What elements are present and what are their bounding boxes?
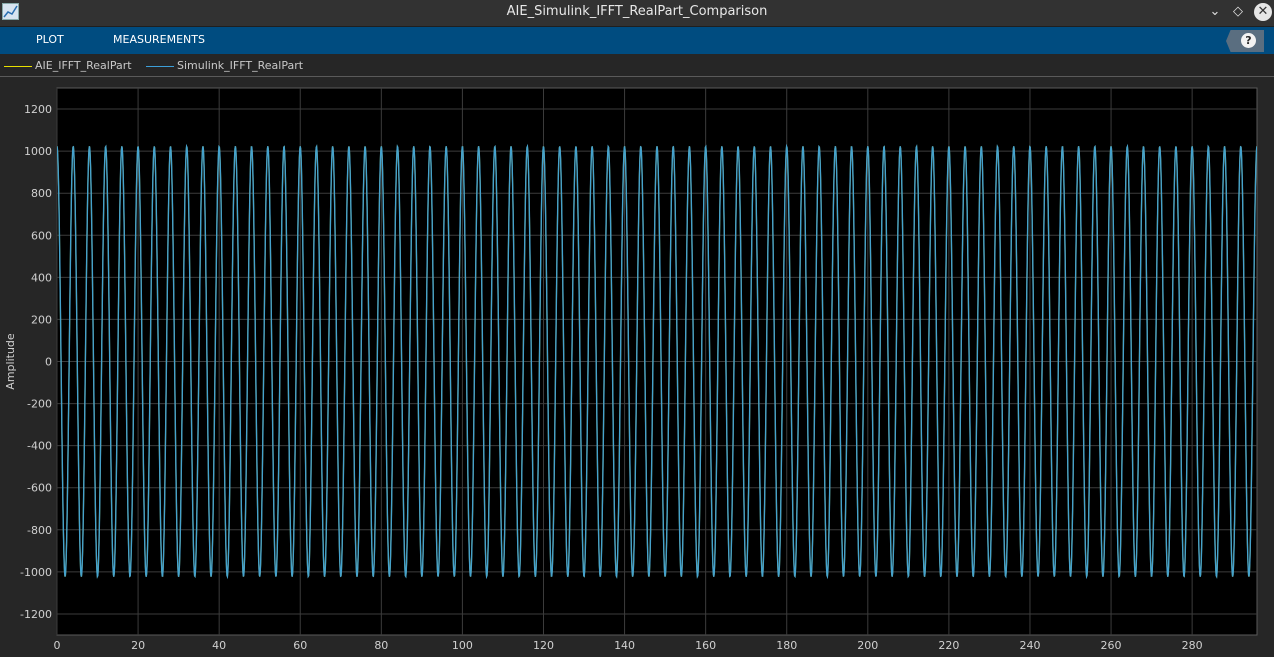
y-tick-label: -800 (27, 524, 52, 537)
x-tick-label: 280 (1182, 639, 1203, 652)
x-tick-label: 100 (452, 639, 473, 652)
close-icon[interactable]: ✕ (1254, 3, 1272, 21)
legend-label-aie: AIE_IFFT_RealPart (35, 59, 132, 72)
legend-item-simulink[interactable]: Simulink_IFFT_RealPart (146, 59, 303, 72)
y-tick-label: 600 (31, 229, 52, 242)
y-tick-label: -1200 (20, 608, 52, 621)
tab-measurements[interactable]: MEASUREMENTS (113, 33, 205, 46)
series-line-simulink (57, 143, 1257, 580)
x-tick-label: 140 (614, 639, 635, 652)
y-tick-label: -200 (27, 398, 52, 411)
legend-label-simulink: Simulink_IFFT_RealPart (177, 59, 304, 72)
legend-item-aie[interactable]: AIE_IFFT_RealPart (4, 59, 132, 72)
y-axis-label: Amplitude (4, 333, 17, 390)
x-tick-label: 120 (533, 639, 554, 652)
legend-swatch-simulink (146, 65, 174, 67)
x-tick-label: 80 (374, 639, 388, 652)
x-tick-label: 60 (293, 639, 307, 652)
toolstrip: PLOT MEASUREMENTS ? (0, 27, 1274, 54)
help-icon: ? (1241, 33, 1256, 48)
y-tick-label: -400 (27, 440, 52, 453)
y-tick-label: -1000 (20, 566, 52, 579)
title-bar: AIE_Simulink_IFFT_RealPart_Comparison ⌄ … (0, 0, 1274, 27)
y-tick-label: 400 (31, 271, 52, 284)
x-tick-label: 200 (857, 639, 878, 652)
line-chart: -1200-1000-800-600-400-20002004006008001… (4, 87, 1258, 652)
window-title: AIE_Simulink_IFFT_RealPart_Comparison (506, 4, 768, 19)
help-button[interactable]: ? (1226, 30, 1264, 52)
x-tick-label: 0 (54, 639, 61, 652)
x-tick-label: 160 (695, 639, 716, 652)
x-tick-label: 220 (938, 639, 959, 652)
scope-icon (2, 3, 19, 20)
tab-plot[interactable]: PLOT (36, 33, 64, 46)
maximize-diamond-icon[interactable]: ◇ (1233, 4, 1243, 19)
y-tick-label: 200 (31, 313, 52, 326)
y-tick-label: 1200 (24, 103, 52, 116)
x-tick-label: 180 (776, 639, 797, 652)
x-tick-label: 240 (1019, 639, 1040, 652)
x-tick-label: 260 (1101, 639, 1122, 652)
minimize-chevron-icon[interactable]: ⌄ (1209, 4, 1221, 19)
y-tick-label: 800 (31, 187, 52, 200)
y-tick-label: 0 (45, 356, 52, 369)
x-tick-label: 20 (131, 639, 145, 652)
y-tick-label: -600 (27, 482, 52, 495)
legend-swatch-aie (4, 65, 32, 67)
y-tick-label: 1000 (24, 145, 52, 158)
x-tick-label: 40 (212, 639, 226, 652)
legend: AIE_IFFT_RealPart Simulink_IFFT_RealPart (0, 54, 1274, 77)
